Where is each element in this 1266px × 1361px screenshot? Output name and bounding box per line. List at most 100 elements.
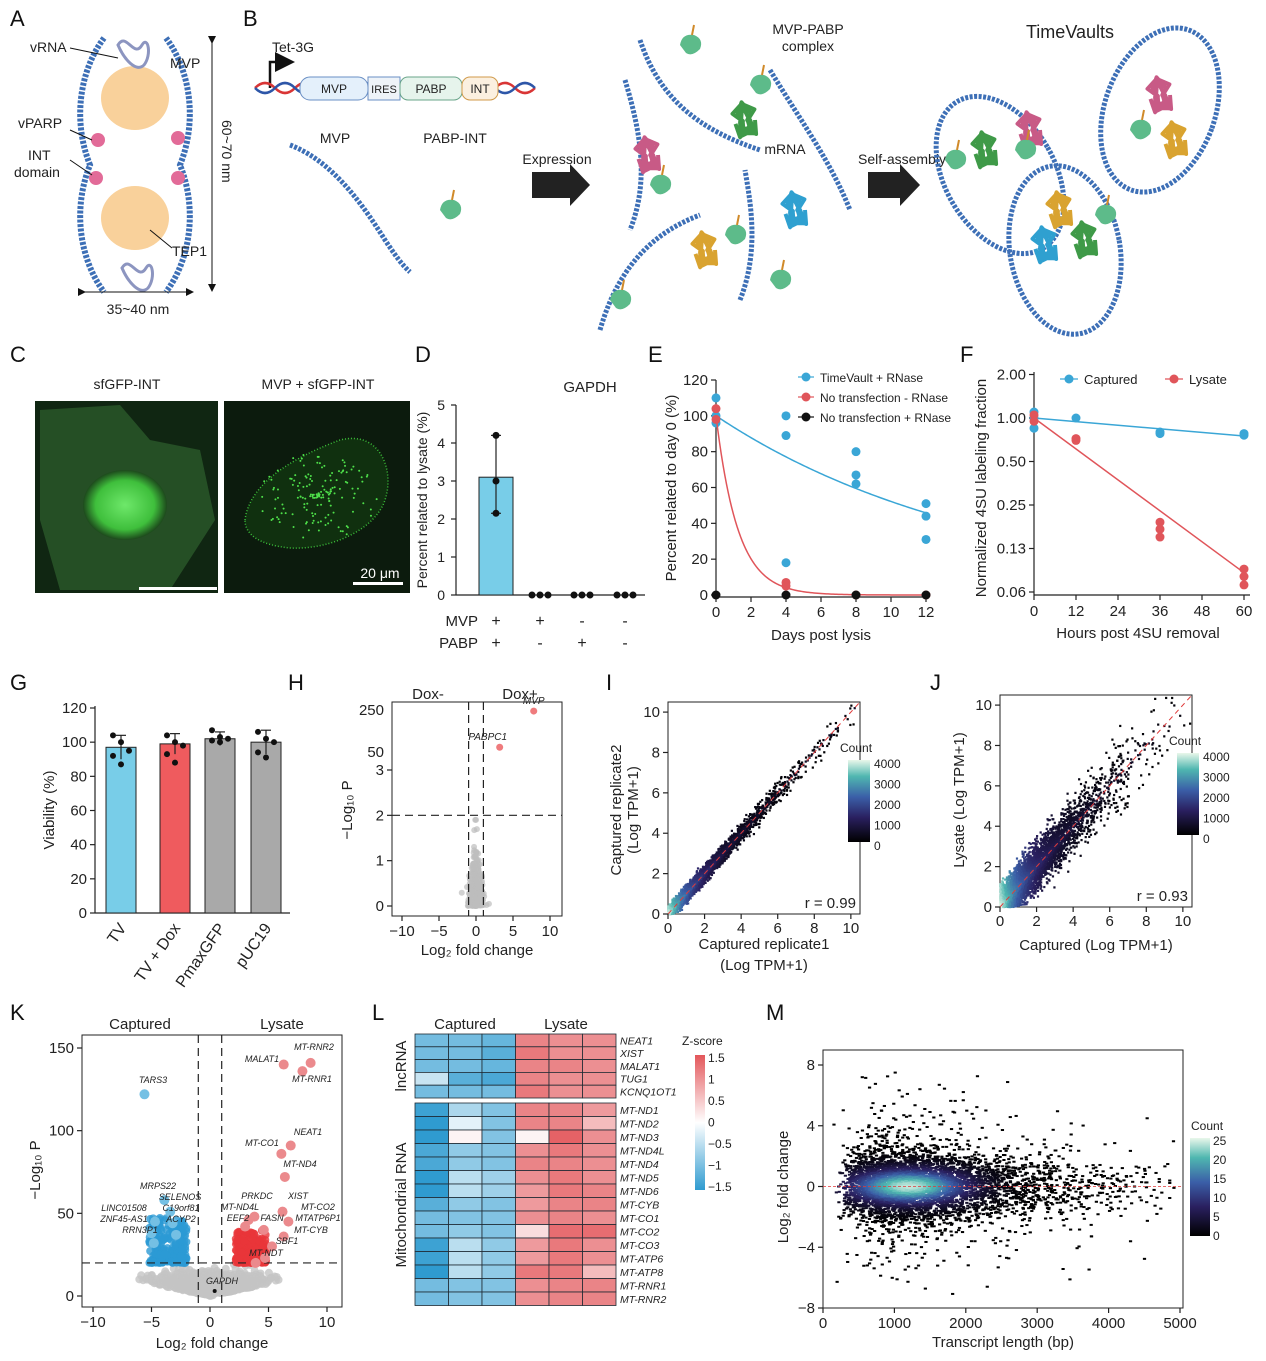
- data-point: [746, 832, 749, 835]
- data-point: [743, 818, 746, 821]
- data-point: [744, 829, 747, 832]
- data-point: [754, 823, 757, 826]
- data-point: [719, 847, 722, 850]
- pabp-int-label: PABP-INT: [423, 130, 487, 146]
- data-point: [743, 835, 746, 838]
- data-point: [754, 822, 757, 825]
- data-point: [770, 792, 773, 795]
- y-tick-label: 2: [376, 807, 384, 824]
- data-point: [1155, 524, 1165, 534]
- int-tag: [1026, 129, 1030, 141]
- construct-pabp-label: PABP: [415, 82, 446, 96]
- panel-label-a: A: [10, 6, 25, 31]
- data-point: [676, 904, 680, 908]
- data-point: [689, 896, 692, 900]
- data-point: [768, 809, 771, 812]
- y-axis-label: Captured replicate2: [608, 745, 625, 876]
- mvp-strand: [737, 169, 755, 301]
- x-tick-label: 12: [918, 604, 935, 621]
- data-point: [696, 873, 699, 876]
- vrna-label: vRNA: [30, 39, 67, 55]
- data-point: [811, 766, 814, 769]
- vparp-icon: [171, 171, 185, 185]
- data-point: [820, 759, 823, 762]
- y-axis-label: −Log₁₀ P: [339, 780, 356, 839]
- data-point: [797, 775, 800, 778]
- x-tick-label: 10: [843, 920, 860, 937]
- y-tick-label: 1.00: [997, 410, 1026, 427]
- ns-point: [468, 893, 475, 900]
- data-point: [1239, 564, 1249, 574]
- data-point: [836, 729, 840, 732]
- panel-label-g: G: [10, 670, 27, 695]
- data-point: [705, 878, 708, 881]
- data-point: [774, 790, 777, 793]
- data-point: [738, 843, 741, 846]
- data-point: [772, 790, 775, 793]
- data-point: [793, 778, 796, 781]
- row-label-mvp: MVP: [445, 613, 478, 630]
- mvp-condition-sign: +: [491, 613, 500, 630]
- data-point: [767, 797, 770, 800]
- data-point: [749, 830, 752, 833]
- colorbar-title: Count: [840, 741, 873, 755]
- self-assembly-label: Self-assembly: [858, 151, 946, 167]
- data-point: [118, 761, 124, 768]
- data-point: [1103, 777, 1106, 780]
- data-point: [703, 874, 706, 878]
- data-point: [699, 882, 702, 885]
- pabp-condition-sign: -: [537, 635, 542, 652]
- data-point: [1155, 532, 1165, 542]
- y-axis-label: Viability (%): [41, 771, 58, 850]
- y-tick-label: 120: [683, 372, 708, 389]
- colorbar-tick-label: 1000: [874, 819, 901, 833]
- data-point: [263, 754, 269, 761]
- expression-label: Expression: [522, 151, 591, 167]
- data-point: [110, 732, 116, 739]
- data-point: [814, 756, 818, 759]
- colorbar: [848, 760, 870, 842]
- data-point: [740, 827, 743, 831]
- data-point: [780, 791, 783, 795]
- data-point: [807, 754, 810, 757]
- data-point: [1239, 430, 1249, 440]
- mrna-icon: [730, 100, 759, 140]
- data-point: [681, 892, 685, 895]
- data-point: [798, 764, 801, 767]
- vrna-bottom: [120, 262, 154, 292]
- data-point: [753, 820, 757, 824]
- int-tag: [736, 214, 740, 226]
- data-point: [718, 859, 721, 862]
- data-point: [817, 754, 820, 757]
- data-point: [823, 751, 826, 754]
- data-point: [759, 800, 762, 803]
- data-point: [766, 805, 769, 808]
- int-tag: [691, 24, 695, 36]
- data-point: [718, 865, 721, 868]
- data-point: [804, 770, 807, 773]
- data-point: [795, 773, 798, 776]
- construct-int-label: INT: [470, 82, 490, 96]
- data-point: [790, 779, 793, 782]
- data-point: [781, 431, 791, 441]
- data-point: [752, 823, 755, 826]
- data-point: [704, 862, 708, 865]
- data-point: [754, 805, 757, 809]
- data-point: [814, 761, 817, 764]
- int-tag: [781, 259, 785, 271]
- data-point: [680, 908, 684, 912]
- data-point: [672, 897, 675, 900]
- mvp-condition-sign: -: [579, 613, 584, 630]
- data-point: [686, 899, 689, 902]
- y-axis-label: Percent related to lysate (%): [414, 412, 430, 589]
- construct-int: [461, 76, 499, 101]
- data-point: [826, 725, 829, 728]
- data-point: [110, 752, 116, 759]
- data-point: [743, 822, 746, 825]
- data-point: [1239, 580, 1249, 590]
- mrna-icon: [1015, 110, 1044, 150]
- mrna-icon: [1070, 220, 1099, 260]
- data-point: [704, 865, 708, 868]
- mvp-strand: [767, 68, 853, 211]
- self-assembly-arrow-icon: [868, 164, 920, 206]
